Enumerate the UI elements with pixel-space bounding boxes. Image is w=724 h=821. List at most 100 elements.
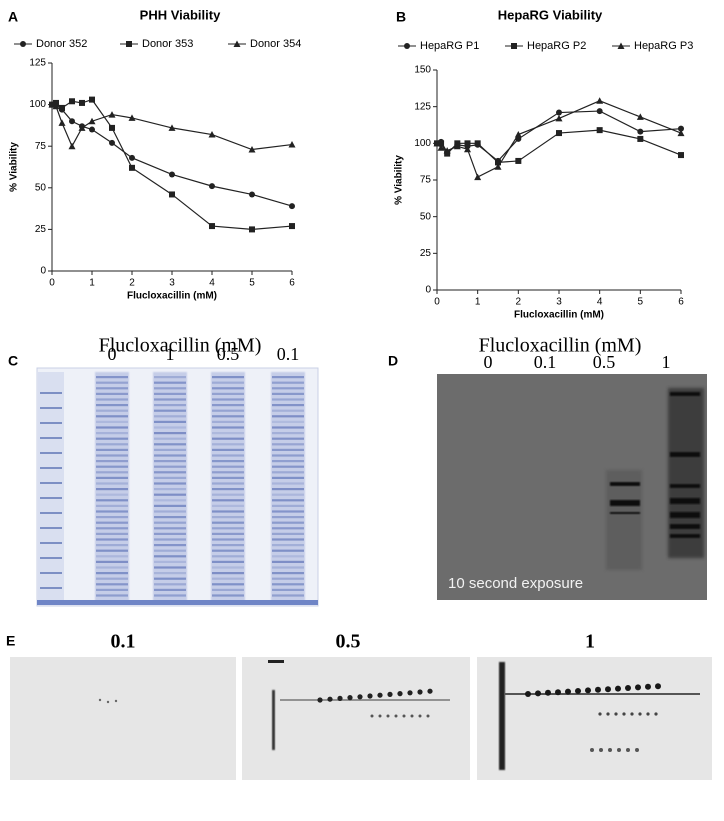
x-tick-label: 0 xyxy=(434,297,440,308)
marker xyxy=(109,124,115,131)
spot xyxy=(394,714,398,718)
band xyxy=(212,437,244,440)
band xyxy=(154,560,186,563)
spot xyxy=(378,714,382,718)
band xyxy=(96,471,128,474)
band xyxy=(96,476,128,479)
band xyxy=(272,493,304,496)
band xyxy=(212,577,244,580)
band xyxy=(272,392,304,395)
marker xyxy=(58,119,66,126)
marker xyxy=(289,203,295,210)
ladder-band xyxy=(40,407,62,409)
y-tick-label: 150 xyxy=(414,65,431,76)
band xyxy=(154,454,186,457)
band xyxy=(96,588,128,591)
band xyxy=(272,432,304,435)
ladder xyxy=(38,372,64,604)
band xyxy=(272,549,304,552)
spot xyxy=(590,748,594,752)
spot xyxy=(555,689,561,696)
gel-title: Flucloxacillin (mM) xyxy=(99,335,262,357)
band xyxy=(212,454,244,457)
spot xyxy=(645,683,651,690)
series-line xyxy=(52,104,293,207)
legend-label: HepaRG P3 xyxy=(634,40,693,52)
band xyxy=(96,549,128,552)
x-tick-label: 4 xyxy=(209,278,215,289)
ladder-band xyxy=(40,437,62,439)
marker xyxy=(515,157,522,164)
spot xyxy=(575,688,581,694)
marker xyxy=(464,145,471,153)
x-tick-label: 5 xyxy=(638,297,644,308)
y-tick-label: 125 xyxy=(29,58,46,69)
band xyxy=(670,534,700,538)
band xyxy=(154,465,186,468)
band xyxy=(96,398,128,401)
band xyxy=(212,426,244,429)
marker xyxy=(464,140,471,147)
band xyxy=(272,387,304,390)
x-axis-label: Flucloxacillin (mM) xyxy=(514,310,604,321)
series-line xyxy=(51,98,293,231)
band xyxy=(212,465,244,468)
spot xyxy=(327,696,333,702)
band xyxy=(96,555,128,558)
x-axis-label: Flucloxacillin (mM) xyxy=(127,291,217,302)
band xyxy=(96,443,128,446)
band xyxy=(670,484,700,488)
band xyxy=(154,448,186,451)
marker xyxy=(514,131,522,138)
band xyxy=(96,482,128,485)
x-tick-label: 6 xyxy=(289,278,295,289)
band xyxy=(272,476,304,479)
band xyxy=(212,420,244,423)
band xyxy=(154,577,186,580)
band xyxy=(212,516,244,519)
marker xyxy=(78,124,86,131)
band xyxy=(96,376,128,379)
x-tick-label: 1 xyxy=(89,278,95,289)
spot xyxy=(347,695,353,701)
band xyxy=(272,527,304,530)
blots-e xyxy=(10,657,712,780)
spot xyxy=(426,714,430,718)
band xyxy=(272,572,304,575)
band xyxy=(96,415,128,418)
band xyxy=(96,493,128,496)
marker xyxy=(443,147,451,154)
band xyxy=(272,415,304,418)
band xyxy=(96,583,128,586)
x-tick-label: 2 xyxy=(516,297,522,308)
spot xyxy=(410,714,414,718)
band xyxy=(96,566,128,569)
band xyxy=(96,420,128,423)
band xyxy=(96,465,128,468)
spot xyxy=(545,689,551,696)
y-tick-label: 0 xyxy=(425,285,431,296)
marker xyxy=(474,173,482,181)
band xyxy=(154,544,186,547)
band xyxy=(272,532,304,535)
x-tick-label: 3 xyxy=(556,297,562,308)
band xyxy=(96,387,128,390)
band xyxy=(154,392,186,395)
ladder-band xyxy=(40,482,62,484)
marker xyxy=(555,114,563,122)
band xyxy=(96,404,128,407)
caption: 10 second exposure xyxy=(448,575,583,592)
lane-label: 0 xyxy=(108,344,117,364)
marker xyxy=(168,124,176,131)
marker xyxy=(248,146,256,153)
band xyxy=(96,544,128,547)
band xyxy=(154,549,186,552)
gel-c-lanes xyxy=(37,372,318,605)
band xyxy=(96,432,128,435)
marker xyxy=(89,126,95,133)
band xyxy=(212,544,244,547)
band xyxy=(154,521,186,524)
band xyxy=(154,471,186,474)
band xyxy=(96,527,128,530)
band xyxy=(154,516,186,519)
